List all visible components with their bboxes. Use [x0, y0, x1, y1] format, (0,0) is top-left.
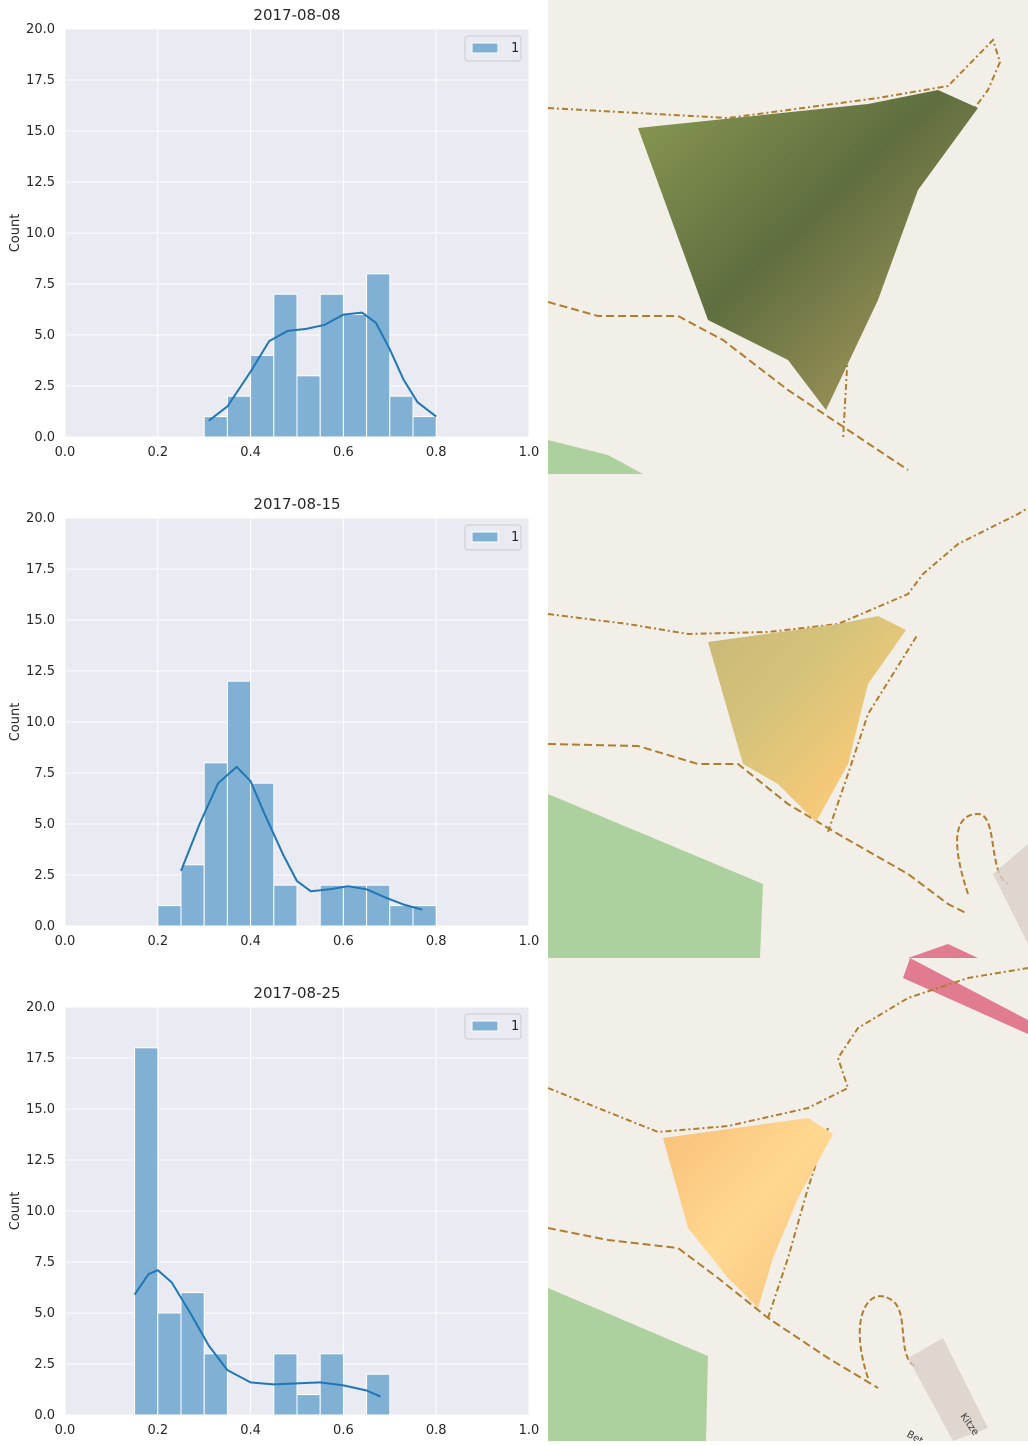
histogram-bar — [203, 1353, 228, 1416]
histogram-bar — [273, 884, 298, 927]
x-tick-label: 0.2 — [147, 934, 168, 949]
map-panel-2017-08-15 — [548, 474, 1028, 958]
x-tick-label: 0.6 — [333, 445, 354, 460]
x-tick-label: 0.0 — [55, 934, 76, 949]
histogram-bar — [157, 905, 182, 927]
y-tick-label: 12.5 — [26, 175, 55, 190]
chart-title: 2017-08-08 — [253, 6, 340, 24]
legend: 1 — [464, 35, 522, 62]
histogram-bar — [296, 1394, 321, 1416]
x-tick-label: 1.0 — [519, 445, 540, 460]
histogram-bar — [250, 782, 275, 927]
histogram-bar — [134, 1047, 159, 1416]
chart-title: 2017-08-15 — [253, 495, 340, 513]
y-tick-label: 20.0 — [26, 22, 55, 37]
x-tick-label: 0.2 — [147, 1423, 168, 1438]
histogram-bar — [412, 416, 437, 438]
y-tick-label: 12.5 — [26, 1153, 55, 1168]
legend-swatch — [471, 531, 499, 543]
y-axis-label: Count — [8, 703, 23, 742]
y-tick-label: 15.0 — [26, 613, 55, 628]
y-tick-label: 0.0 — [34, 919, 55, 934]
legend-label: 1 — [511, 41, 519, 56]
x-tick-label: 0.0 — [55, 445, 76, 460]
histogram-bar — [157, 1312, 182, 1416]
histogram-bar — [342, 884, 368, 927]
y-tick-label: 5.0 — [34, 328, 55, 343]
y-tick-label: 10.0 — [26, 226, 55, 241]
histogram-bar — [342, 314, 368, 438]
y-tick-label: 0.0 — [34, 430, 55, 445]
histogram-bar — [203, 416, 228, 438]
histogram-chart-1: 0.0 2.5 5.0 7.5 10.0 12.5 15.0 17.5 20.0 0.0 0.2 0.… — [8, 6, 540, 460]
x-tick-label: 0.8 — [426, 445, 447, 460]
histogram-column: 0.0 2.5 5.0 7.5 10.0 12.5 15.0 17.5 20.0 0.0 0.2 0.… — [8, 6, 540, 1438]
y-tick-label: 2.5 — [34, 868, 55, 883]
histogram-chart-3: 0.0 2.5 5.0 7.5 10.0 12.5 15.0 17.5 20.0 0.0 0.2 0.… — [8, 984, 540, 1438]
y-tick-label: 5.0 — [34, 1306, 55, 1321]
kde-line — [133, 1269, 381, 1398]
y-axis-label: Count — [8, 214, 23, 253]
y-tick-label: 10.0 — [26, 715, 55, 730]
chart-title: 2017-08-25 — [253, 984, 340, 1002]
y-tick-label: 0.0 — [34, 1408, 55, 1423]
x-tick-label: 0.8 — [426, 934, 447, 949]
y-tick-label: 20.0 — [26, 1000, 55, 1015]
y-tick-label: 17.5 — [26, 73, 55, 88]
y-tick-label: 12.5 — [26, 664, 55, 679]
histogram-bar — [319, 884, 344, 927]
histogram-bar — [389, 905, 414, 927]
legend: 1 — [464, 1013, 522, 1040]
x-tick-label: 1.0 — [519, 1423, 540, 1438]
x-tick-label: 0.8 — [426, 1423, 447, 1438]
y-tick-label: 7.5 — [34, 277, 55, 292]
y-tick-label: 2.5 — [34, 1357, 55, 1372]
y-axis-label: Count — [8, 1192, 23, 1231]
histogram-bar — [296, 375, 321, 438]
legend-label: 1 — [511, 1019, 519, 1034]
legend-swatch — [471, 42, 499, 54]
y-tick-label: 17.5 — [26, 562, 55, 577]
x-tick-label: 0.4 — [240, 1423, 261, 1438]
histogram-chart-2: 0.0 2.5 5.0 7.5 10.0 12.5 15.0 17.5 20.0 0.0 0.2 0.… — [8, 495, 540, 949]
histogram-bar — [412, 905, 437, 927]
histogram-bar — [389, 395, 414, 438]
x-tick-label: 0.6 — [333, 934, 354, 949]
x-tick-label: 0.0 — [55, 1423, 76, 1438]
histogram-bar — [180, 864, 205, 927]
y-tick-label: 5.0 — [34, 817, 55, 832]
y-tick-label: 17.5 — [26, 1051, 55, 1066]
kde-line — [180, 765, 423, 911]
x-tick-label: 0.2 — [147, 445, 168, 460]
y-tick-label: 7.5 — [34, 766, 55, 781]
y-tick-label: 15.0 — [26, 124, 55, 139]
histogram-bar — [226, 680, 252, 927]
kde-line — [208, 311, 437, 422]
street-label-bet: Bet — [905, 1429, 925, 1441]
y-tick-label: 2.5 — [34, 379, 55, 394]
histogram-bar — [366, 273, 391, 438]
y-tick-label: 20.0 — [26, 511, 55, 526]
legend-swatch — [471, 1020, 499, 1032]
x-tick-label: 0.4 — [240, 934, 261, 949]
map-panel-2017-08-08 — [548, 0, 1028, 474]
histogram-bar — [180, 1292, 205, 1416]
y-tick-label: 7.5 — [34, 1255, 55, 1270]
legend: 1 — [464, 524, 522, 551]
map-panel-2017-08-25: Kitze Bet — [548, 958, 1028, 1441]
x-tick-label: 0.6 — [333, 1423, 354, 1438]
legend-label: 1 — [511, 530, 519, 545]
x-tick-label: 0.4 — [240, 445, 261, 460]
y-tick-label: 10.0 — [26, 1204, 55, 1219]
y-tick-label: 15.0 — [26, 1102, 55, 1117]
histogram-bar — [273, 293, 298, 438]
x-tick-label: 1.0 — [519, 934, 540, 949]
